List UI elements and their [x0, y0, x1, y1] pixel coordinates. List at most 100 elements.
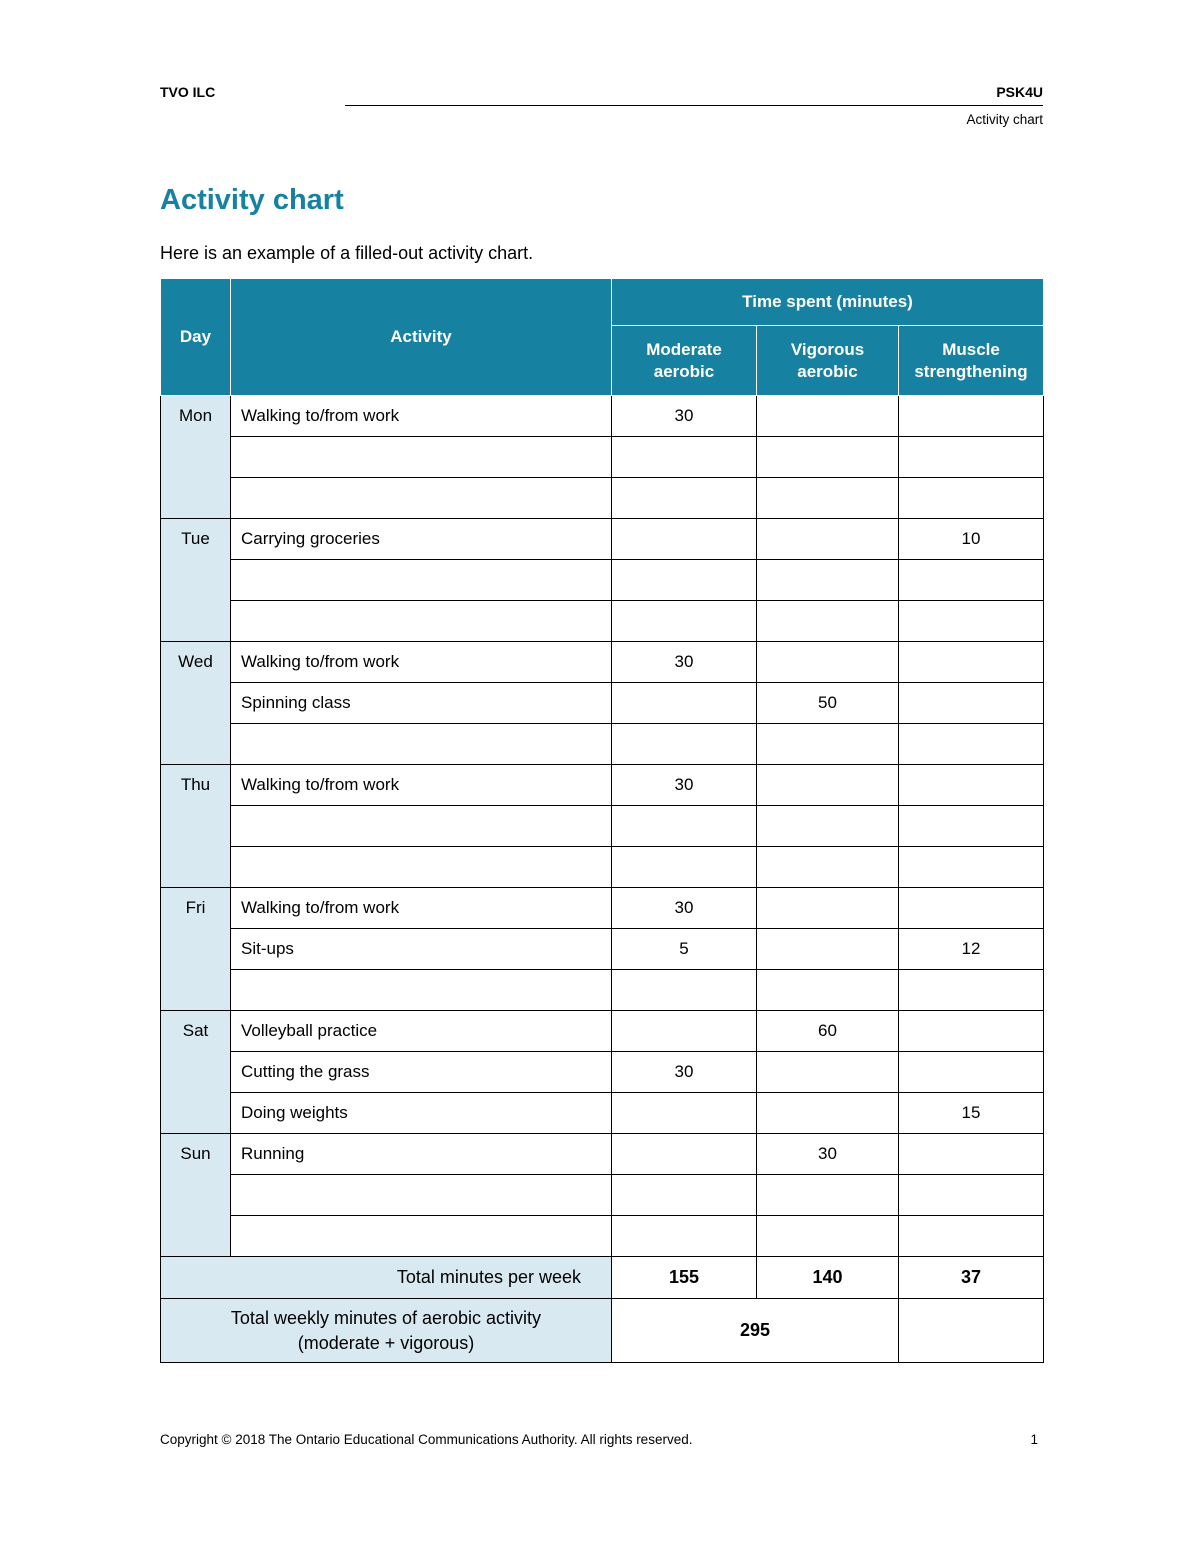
- weekly-total-row: Total weekly minutes of aerobic activity…: [160, 1298, 1045, 1363]
- table-row: [161, 723, 1045, 765]
- muscle-cell: [897, 477, 1045, 519]
- muscle-cell: [897, 1010, 1045, 1052]
- totals-row: Total minutes per week 155 140 37: [160, 1256, 1045, 1299]
- vigorous-cell: [756, 559, 899, 601]
- moderate-cell: 30: [611, 641, 757, 683]
- activity-cell: [230, 477, 612, 519]
- table-row: Fri Walking to/from work 30: [160, 887, 1045, 1011]
- table-row: [161, 477, 1045, 519]
- moderate-cell: 30: [611, 887, 757, 929]
- activity-cell: [230, 436, 612, 478]
- header-subtitle: Activity chart: [966, 112, 1043, 127]
- muscle-cell: [897, 682, 1045, 724]
- table-row: Doing weights 15: [161, 1092, 1045, 1134]
- muscle-cell: [897, 1215, 1045, 1257]
- activity-cell: Sit-ups: [230, 928, 612, 970]
- activity-cell: Spinning class: [230, 682, 612, 724]
- document-header: TVO ILC PSK4U: [160, 84, 1043, 104]
- vigorous-cell: [756, 723, 899, 765]
- moderate-cell: [611, 969, 757, 1011]
- moderate-cell: 30: [611, 764, 757, 806]
- vigorous-cell: [756, 1215, 899, 1257]
- weekly-total-muscle-empty-cell: [897, 1298, 1045, 1363]
- vigorous-cell: [756, 1174, 899, 1216]
- page-title: Activity chart: [160, 184, 344, 216]
- muscle-cell: [897, 846, 1045, 888]
- table-row: [161, 559, 1045, 601]
- moderate-cell: [611, 1133, 757, 1175]
- table-row: Spinning class 50: [161, 682, 1045, 724]
- vigorous-cell: [756, 1092, 899, 1134]
- weekly-total-label: Total weekly minutes of aerobic activity…: [160, 1298, 612, 1363]
- activity-cell: [230, 846, 612, 888]
- col-header-muscle-strengthening: Muscle strengthening: [897, 325, 1045, 396]
- total-muscle: 37: [897, 1256, 1045, 1299]
- activity-cell: Walking to/from work: [230, 764, 612, 806]
- activity-cell: Running: [230, 1133, 612, 1175]
- vigorous-cell: 60: [756, 1010, 899, 1052]
- vigorous-cell: [756, 846, 899, 888]
- activity-cell: [230, 805, 612, 847]
- col-header-time-spent: Time spent (minutes): [610, 278, 1045, 326]
- table-row: [161, 969, 1045, 1011]
- table-row: Tue Carrying groceries 10: [160, 518, 1045, 642]
- muscle-cell: [897, 600, 1045, 642]
- total-moderate: 155: [611, 1256, 757, 1299]
- table-row: [161, 805, 1045, 847]
- moderate-cell: [611, 1215, 757, 1257]
- activity-cell: [230, 969, 612, 1011]
- activity-cell: Walking to/from work: [230, 887, 612, 929]
- moderate-cell: [611, 723, 757, 765]
- muscle-cell: [897, 1174, 1045, 1216]
- activity-cell: Volleyball practice: [230, 1010, 612, 1052]
- moderate-cell: [611, 559, 757, 601]
- muscle-cell: 15: [897, 1092, 1045, 1134]
- moderate-cell: [611, 477, 757, 519]
- activity-table-footer: Total minutes per week 155 140 37 Total …: [160, 1256, 1045, 1363]
- weekly-total-label-line2: (moderate + vigorous): [297, 1332, 475, 1353]
- muscle-cell: [897, 764, 1045, 806]
- header-course-provider: TVO ILC: [160, 84, 216, 100]
- table-row: [161, 1215, 1045, 1257]
- vigorous-cell: [756, 805, 899, 847]
- muscle-cell: [897, 887, 1045, 929]
- vigorous-cell: [756, 600, 899, 642]
- vigorous-cell: [756, 928, 899, 970]
- col-header-activity: Activity: [230, 278, 612, 396]
- table-row: [161, 1174, 1045, 1216]
- activity-table: Day Activity Time spent (minutes) Modera…: [160, 278, 1045, 1363]
- table-row: Sit-ups 5 12: [161, 928, 1045, 970]
- activity-cell: [230, 559, 612, 601]
- moderate-cell: [611, 518, 757, 560]
- vigorous-cell: [756, 969, 899, 1011]
- vigorous-cell: [756, 887, 899, 929]
- day-label: Thu: [160, 764, 231, 888]
- muscle-cell: 12: [897, 928, 1045, 970]
- day-label: Mon: [160, 395, 231, 519]
- vigorous-cell: 30: [756, 1133, 899, 1175]
- weekly-total-label-line1: Total weekly minutes of aerobic activity: [230, 1308, 542, 1329]
- activity-cell: Walking to/from work: [230, 641, 612, 683]
- table-row: Mon Walking to/from work 30: [160, 395, 1045, 519]
- muscle-cell: [897, 805, 1045, 847]
- moderate-cell: [611, 682, 757, 724]
- moderate-cell: [611, 846, 757, 888]
- activity-cell: Cutting the grass: [230, 1051, 612, 1093]
- activity-cell: [230, 600, 612, 642]
- table-header-row-1: Day Activity Time spent (minutes): [160, 278, 1045, 396]
- activity-cell: Carrying groceries: [230, 518, 612, 560]
- activity-cell: Doing weights: [230, 1092, 612, 1134]
- table-row: Sun Running 30: [160, 1133, 1045, 1257]
- weekly-total-value: 295: [611, 1298, 899, 1363]
- col-header-moderate-aerobic: Moderate aerobic: [611, 325, 757, 396]
- muscle-cell: [897, 395, 1045, 437]
- document-footer: Copyright © 2018 The Ontario Educational…: [160, 1432, 1043, 1452]
- muscle-cell: [897, 723, 1045, 765]
- muscle-cell: [897, 436, 1045, 478]
- moderate-cell: 5: [611, 928, 757, 970]
- page-number: 1: [1030, 1432, 1038, 1447]
- table-row: [161, 846, 1045, 888]
- moderate-cell: [611, 1174, 757, 1216]
- vigorous-cell: [756, 1051, 899, 1093]
